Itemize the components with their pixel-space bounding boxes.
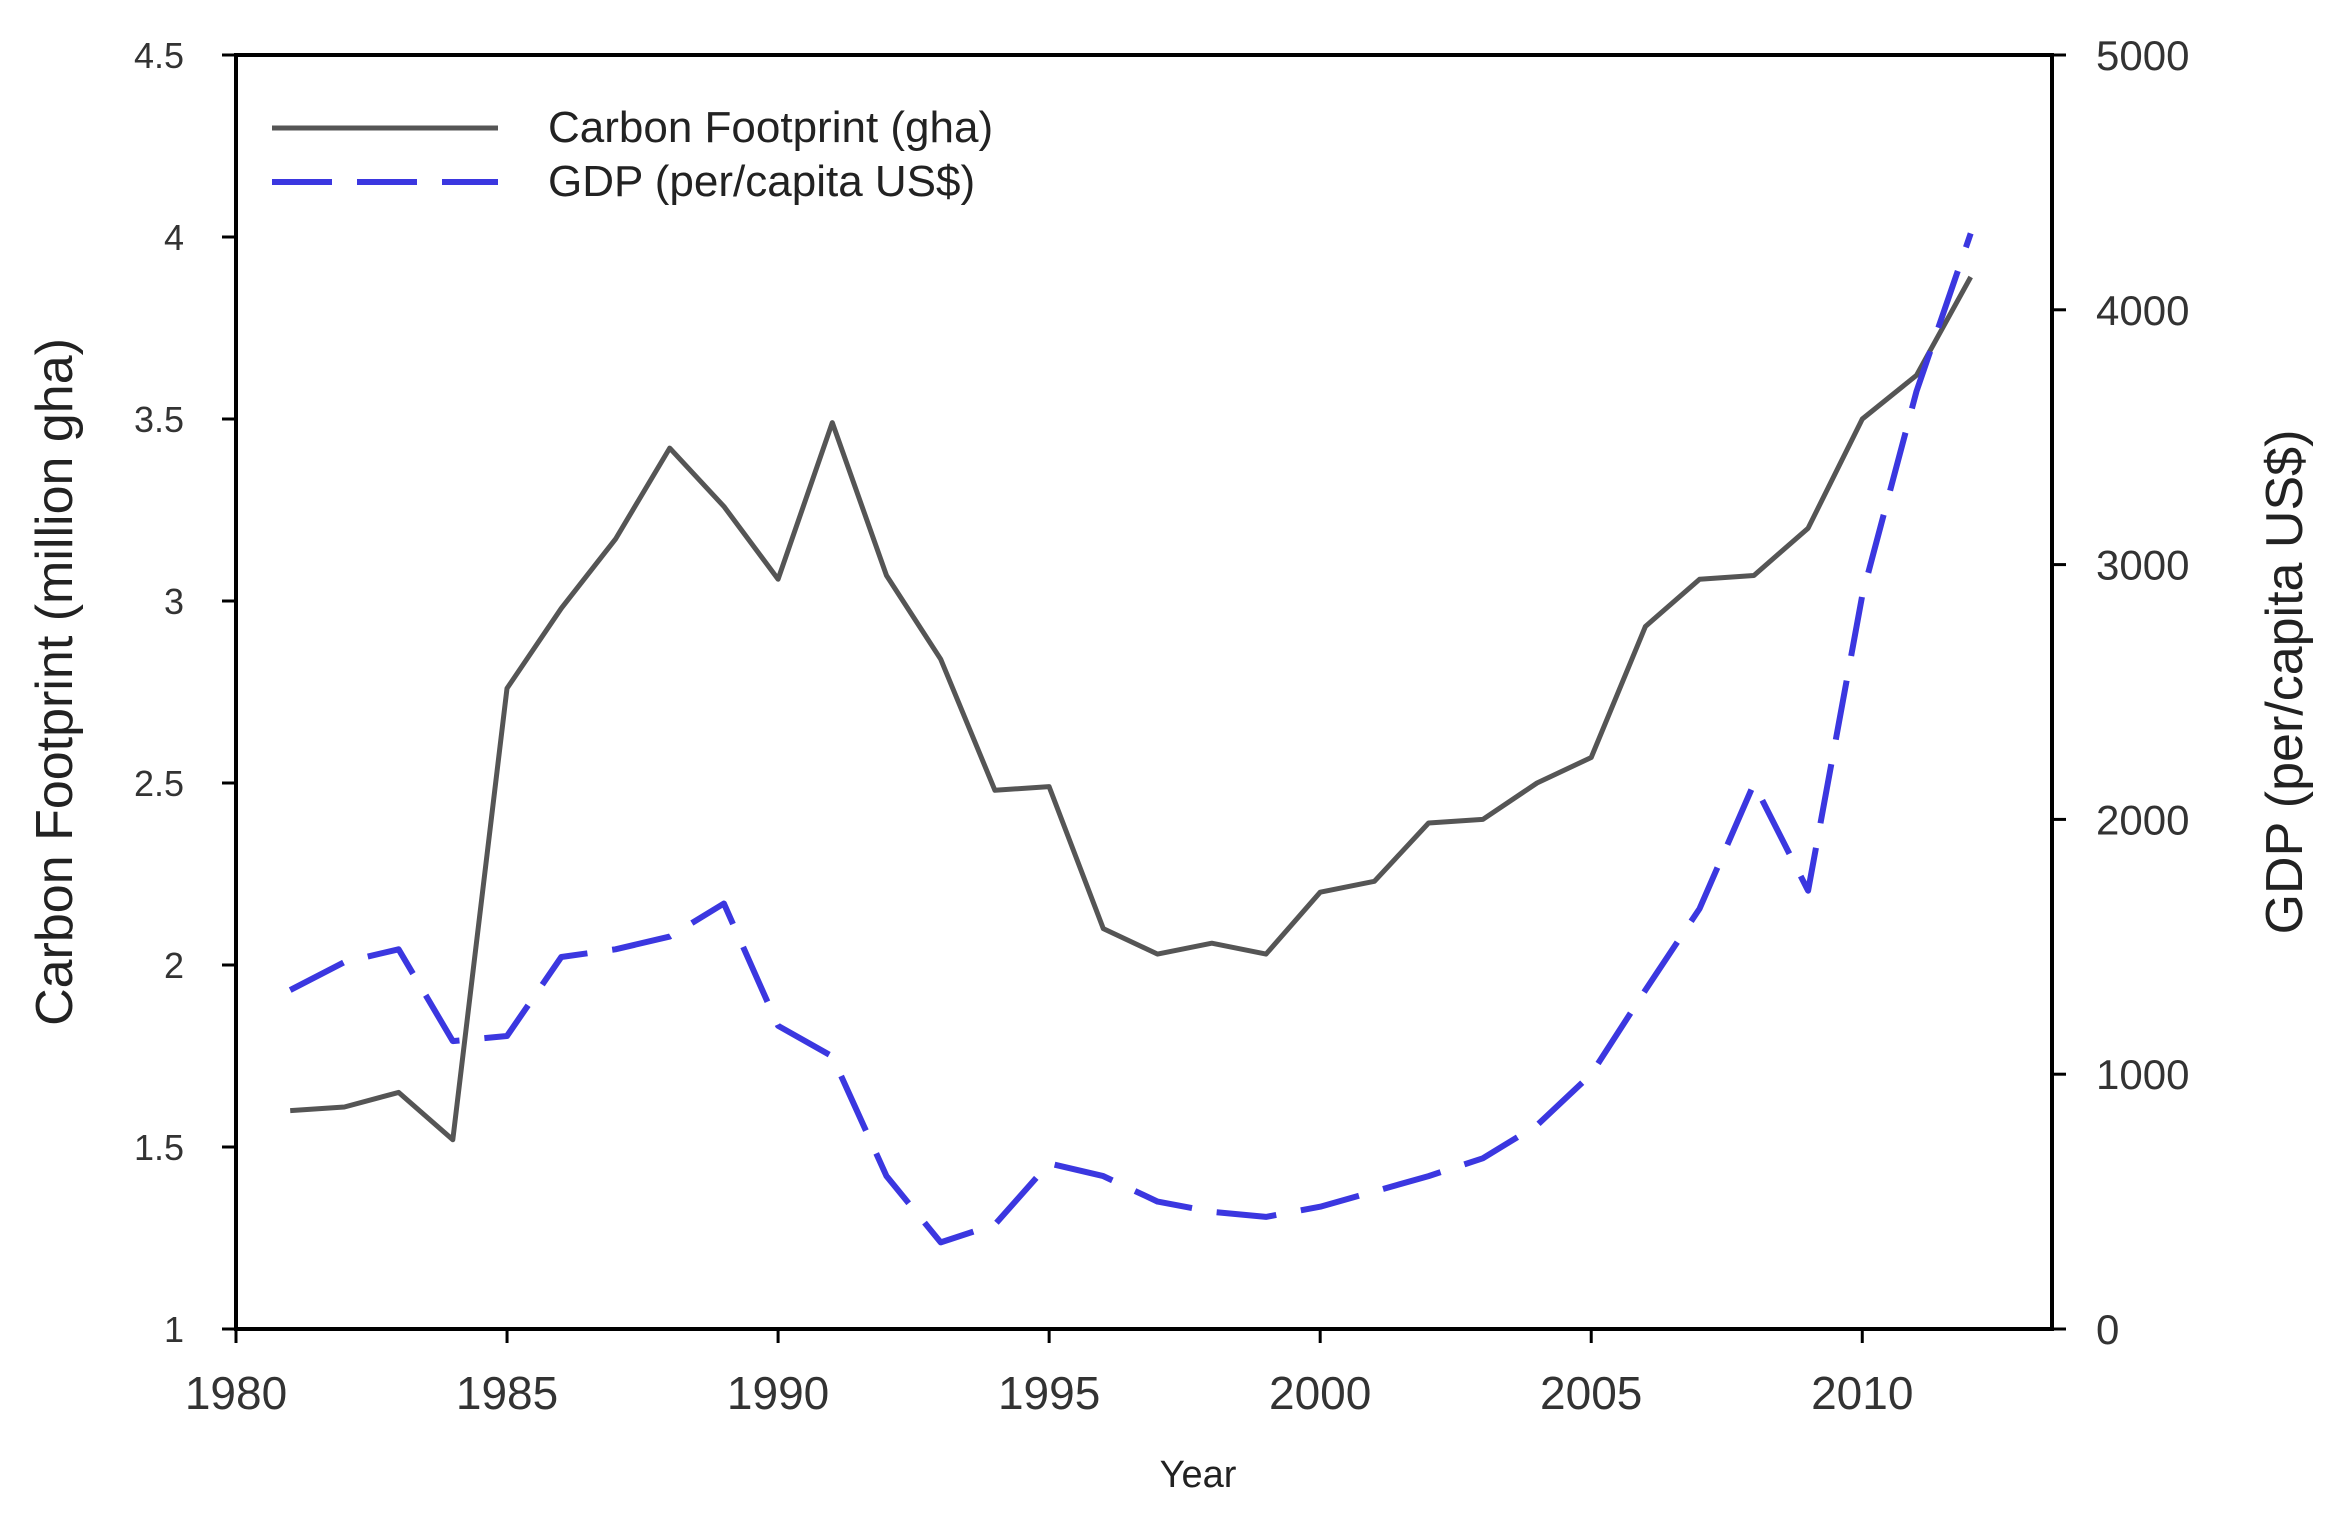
axes: [234, 53, 2054, 1331]
legend: Carbon Footprint (gha) GDP (per/capita U…: [272, 103, 993, 206]
y2-tick-label: 2000: [2096, 796, 2189, 843]
y-tick-label: 1.5: [134, 1127, 184, 1168]
x-tick-label: 1985: [456, 1367, 558, 1419]
x-axis-title: Year: [1160, 1454, 1237, 1496]
y-tick-label: 2.5: [134, 763, 184, 804]
x-tick-label: 2010: [1811, 1367, 1913, 1419]
y2-tick-label: 3000: [2096, 542, 2189, 589]
y2-tick-label: 5000: [2096, 32, 2189, 79]
legend-label-gdp: GDP (per/capita US$): [548, 157, 975, 206]
legend-label-carbon: Carbon Footprint (gha): [548, 103, 993, 152]
x-tick-label: 2000: [1269, 1367, 1371, 1419]
series-line-gdp: [288, 232, 1974, 1246]
y-tick-label: 3: [164, 581, 184, 622]
x-tick-label: 2005: [1540, 1367, 1642, 1419]
y-tick-label: 4.5: [134, 35, 184, 76]
y2-tick-label: 0: [2096, 1306, 2119, 1353]
series-layer: [288, 232, 1974, 1246]
y-tick-label: 1: [164, 1309, 184, 1350]
y2-tick-label: 1000: [2096, 1051, 2189, 1098]
x-tick-label: 1980: [185, 1367, 287, 1419]
y2-axis-title: GDP (per/capita US$): [2256, 430, 2314, 935]
plot-frame: [234, 53, 2054, 1331]
series-line-carbon-footprint: [290, 275, 1973, 1143]
y-tick-label: 2: [164, 945, 184, 986]
x-tick-label: 1995: [998, 1367, 1100, 1419]
y-tick-label: 3.5: [134, 399, 184, 440]
x-tick-label: 1990: [727, 1367, 829, 1419]
y-tick-label: 4: [164, 217, 184, 258]
y2-tick-label: 4000: [2096, 287, 2189, 334]
ticks: 1 1.5 2 2.5 3 3.5 4 4.5 0 1000 2000 3000 4000 5000 198…: [134, 32, 2189, 1419]
y-axis-title: Carbon Footprint (million gha): [26, 338, 84, 1026]
